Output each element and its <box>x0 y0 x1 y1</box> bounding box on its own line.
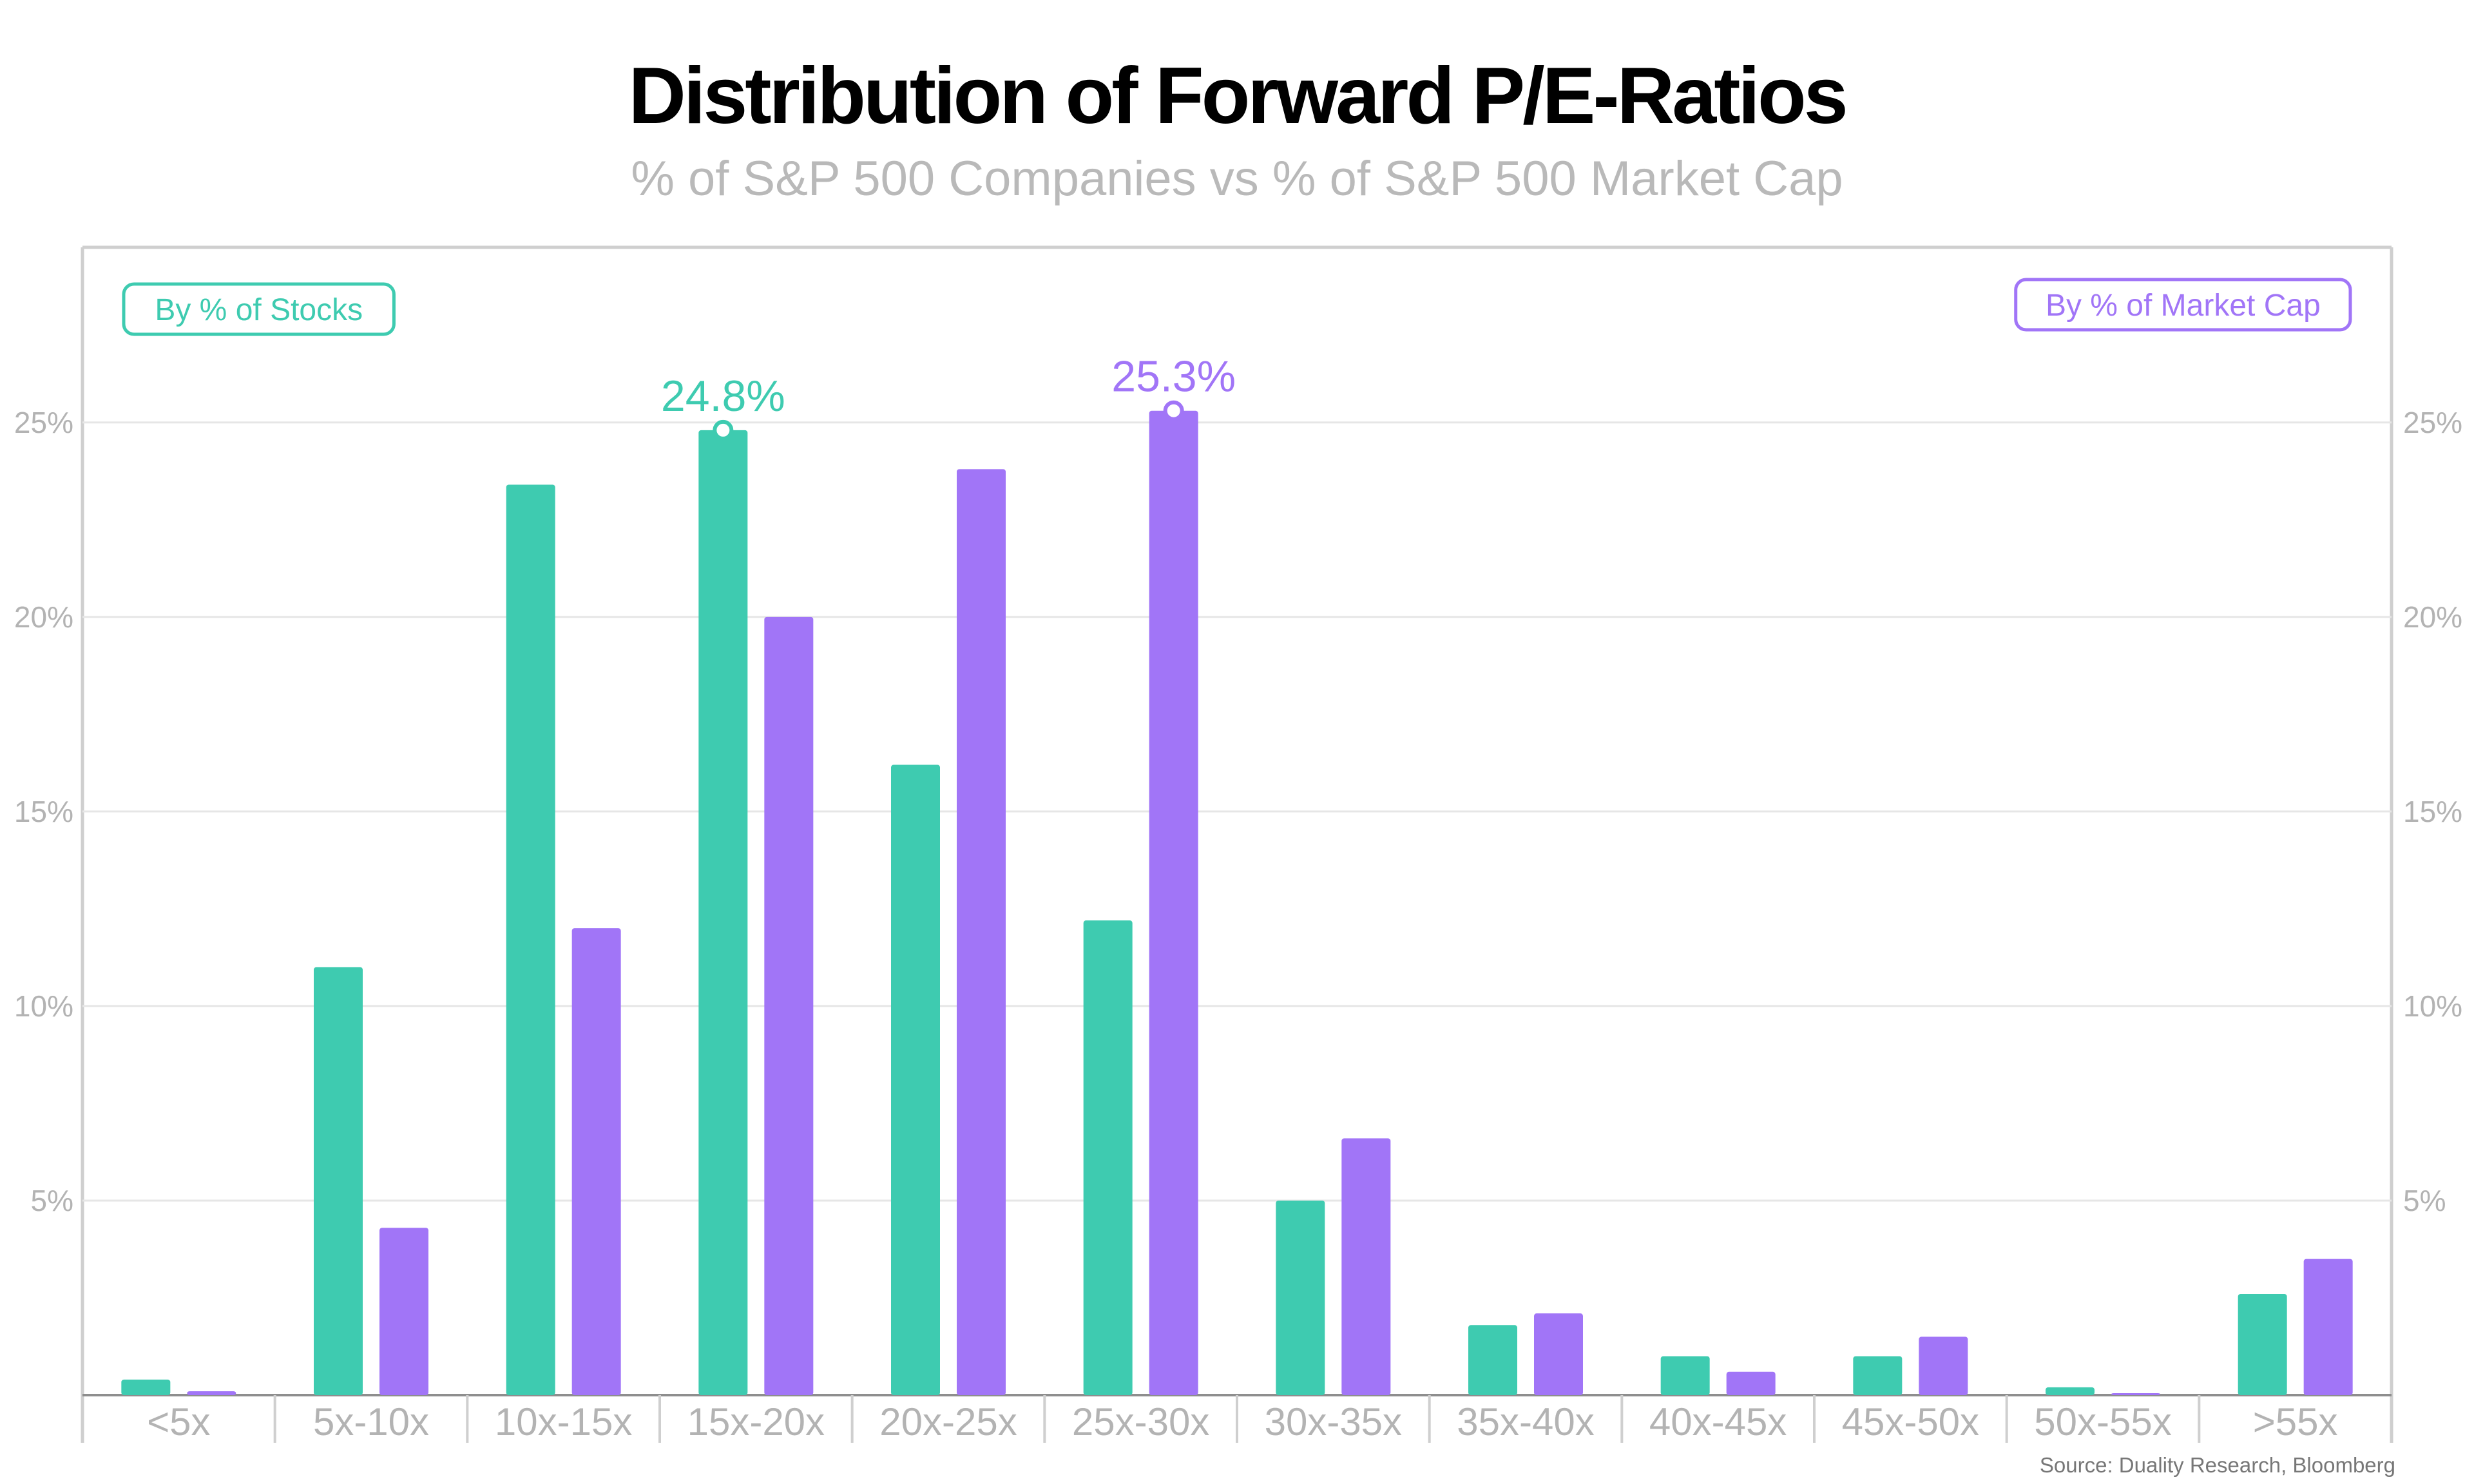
peak-value-label: 24.8% <box>661 372 785 421</box>
x-tick-label: <5x <box>147 1400 210 1443</box>
y-tick-label-right: 25% <box>2403 406 2462 439</box>
y-tick-label-left: 25% <box>14 406 73 439</box>
x-tick-label: 40x-45x <box>1649 1400 1787 1443</box>
x-tick-label: 45x-50x <box>1842 1400 1979 1443</box>
x-tick-label: 20x-25x <box>879 1400 1017 1443</box>
bar-market-cap <box>1919 1337 1968 1395</box>
bar-stocks <box>1276 1200 1325 1395</box>
x-tick-label: >55x <box>2253 1400 2338 1443</box>
y-tick-label-right: 20% <box>2403 600 2462 634</box>
bar-market-cap <box>1341 1138 1391 1395</box>
bar-market-cap <box>2303 1259 2353 1395</box>
bar-stocks <box>1083 920 1133 1395</box>
y-tick-label-left: 5% <box>31 1184 73 1217</box>
bar-market-cap <box>1726 1371 1776 1395</box>
y-tick-label-left: 15% <box>14 795 73 828</box>
bar-market-cap <box>1149 410 1198 1395</box>
bar-stocks <box>2046 1387 2095 1395</box>
y-tick-label-right: 10% <box>2403 989 2462 1023</box>
peak-marker <box>713 419 734 441</box>
x-tick-label: 50x-55x <box>2034 1400 2171 1443</box>
legend-box <box>122 282 396 336</box>
bar-stocks <box>891 765 940 1395</box>
y-tick-label-right: 5% <box>2403 1184 2446 1217</box>
y-tick-label-left: 10% <box>14 989 73 1023</box>
x-tick-label: 5x-10x <box>313 1400 429 1443</box>
x-tick-label: 30x-35x <box>1265 1400 1402 1443</box>
source-note: Source: Duality Research, Bloomberg <box>2039 1453 2395 1477</box>
x-tick-label: 25x-30x <box>1072 1400 1209 1443</box>
bar-stocks <box>314 967 363 1395</box>
bar-market-cap <box>187 1391 236 1395</box>
bar-market-cap <box>1534 1313 1583 1395</box>
bar-market-cap <box>2111 1393 2160 1395</box>
peak-marker <box>1163 400 1184 421</box>
bar-stocks <box>506 484 555 1395</box>
bar-market-cap <box>379 1228 428 1395</box>
x-tick-label: 35x-40x <box>1457 1400 1594 1443</box>
y-tick-label-left: 20% <box>14 600 73 634</box>
x-tick-label: 10x-15x <box>495 1400 632 1443</box>
bar-stocks <box>121 1379 171 1395</box>
chart-subtitle: % of S&P 500 Companies vs % of S&P 500 M… <box>631 151 1843 206</box>
legend-box <box>2014 278 2352 332</box>
bar-stocks <box>1660 1356 1710 1395</box>
y-tick-label-right: 15% <box>2403 795 2462 828</box>
bar-stocks <box>1468 1325 1517 1395</box>
bar-market-cap <box>957 469 1006 1396</box>
bar-market-cap <box>764 616 814 1395</box>
legend-label: By % of Stocks <box>155 293 363 327</box>
x-tick-label: 15x-20x <box>687 1400 825 1443</box>
peak-value-label: 25.3% <box>1111 352 1236 401</box>
bar-market-cap <box>571 928 621 1395</box>
bar-stocks <box>698 430 748 1395</box>
bar-stocks <box>1853 1356 1903 1395</box>
legend-label: By % of Market Cap <box>2046 289 2321 323</box>
chart-title: Distribution of Forward P/E-Ratios <box>628 52 1848 140</box>
bar-stocks <box>2238 1293 2287 1395</box>
